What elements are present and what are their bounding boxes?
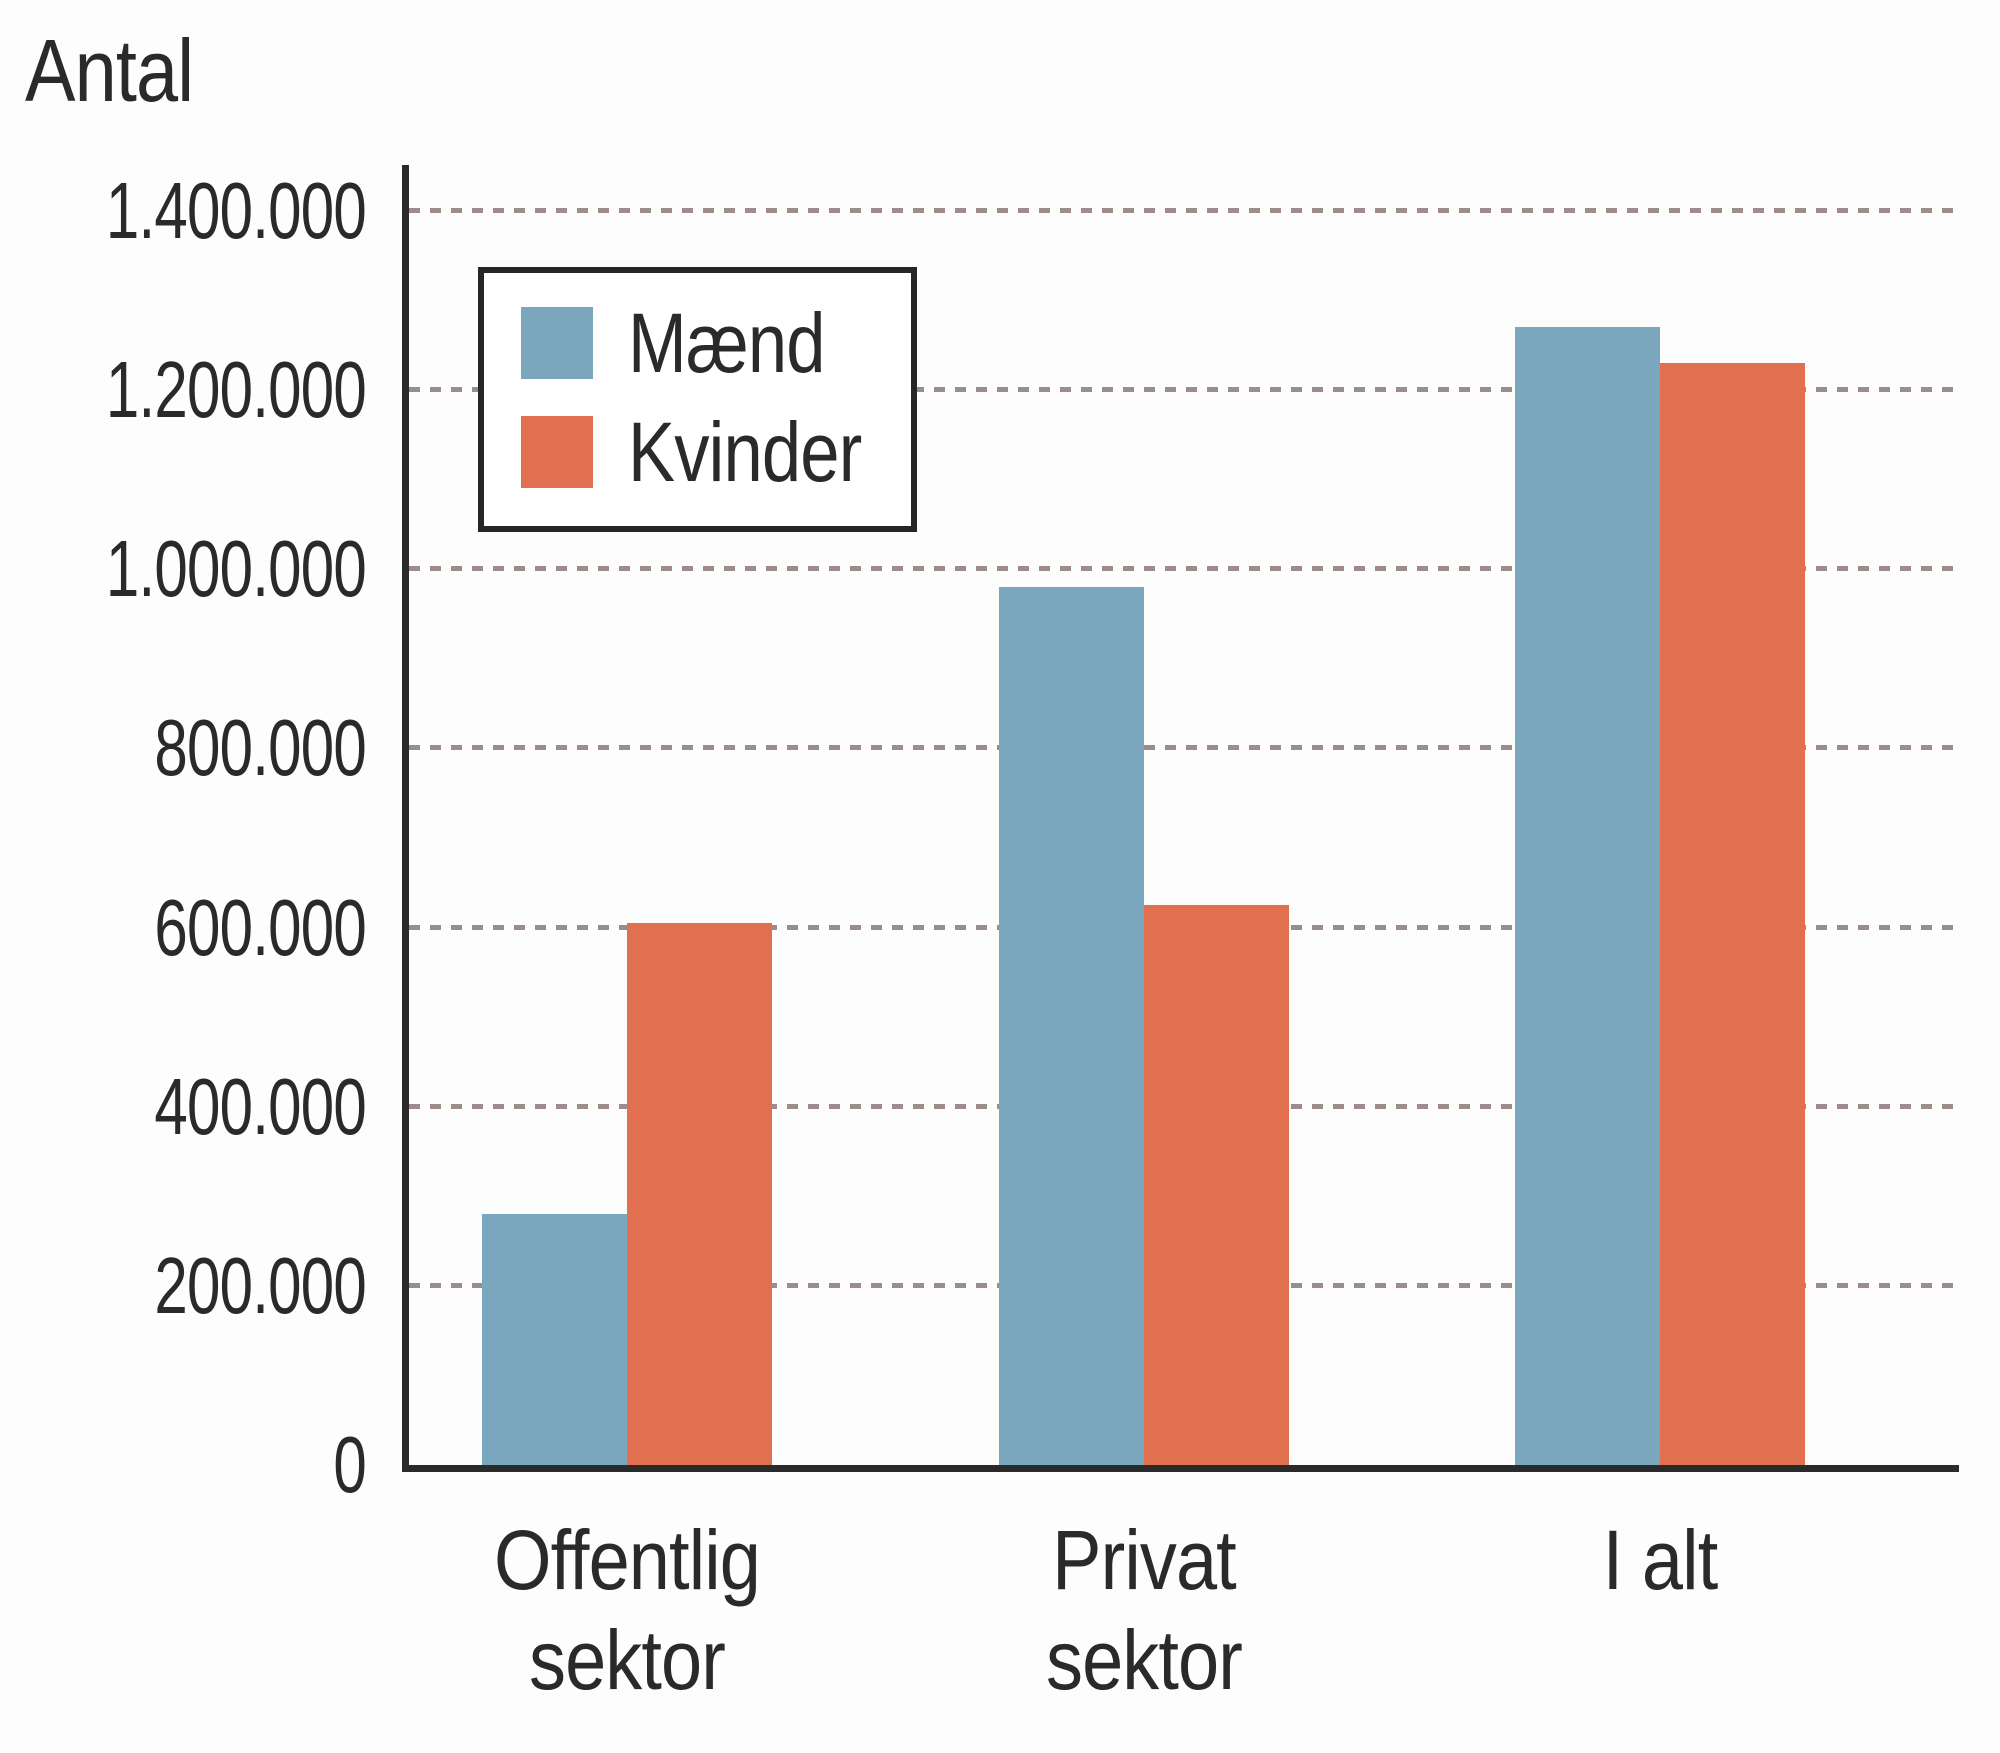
plot-area xyxy=(402,165,1959,1472)
gridline xyxy=(409,208,1955,213)
y-axis-title: Antal xyxy=(25,21,194,120)
y-tick-label: 1.200.000 xyxy=(105,345,367,435)
legend: Mænd Kvinder xyxy=(478,267,917,532)
y-tick-label: 0 xyxy=(333,1420,366,1509)
legend-label-kvinder: Kvinder xyxy=(628,405,862,499)
legend-label-maend: Mænd xyxy=(628,296,825,390)
gridline xyxy=(409,387,1955,393)
bar-kvinder-0 xyxy=(627,923,772,1465)
x-category-label: Privat sektor xyxy=(1045,1513,1243,1707)
y-axis-tick-labels: 0 200.000 400.000 600.000 800.000 1.000.000 1.… xyxy=(0,165,367,1505)
bar-maend-0 xyxy=(482,1214,627,1465)
y-tick-label: 600.000 xyxy=(154,882,366,972)
y-tick-label: 200.000 xyxy=(154,1240,366,1330)
y-tick-label: 400.000 xyxy=(154,1061,366,1151)
kvinder-color-swatch xyxy=(521,416,593,488)
gridline xyxy=(409,745,1955,751)
bar-kvinder-1 xyxy=(1144,905,1289,1465)
legend-item-maend: Mænd xyxy=(521,296,901,390)
bar-maend-2 xyxy=(1515,327,1660,1465)
maend-color-swatch xyxy=(521,307,593,379)
bar-kvinder-2 xyxy=(1660,363,1805,1465)
bar-maend-1 xyxy=(999,587,1144,1465)
y-tick-label: 800.000 xyxy=(154,703,366,793)
y-tick-label: 1.400.000 xyxy=(105,166,367,255)
gridline xyxy=(409,566,1955,572)
x-axis-labels: Offentlig sektor Privat sektor I alt xyxy=(409,1472,1959,1753)
legend-item-kvinder: Kvinder xyxy=(521,405,901,499)
x-category-label: I alt xyxy=(1602,1513,1719,1607)
x-category-label: Offentlig sektor xyxy=(493,1513,761,1707)
y-tick-label: 1.000.000 xyxy=(105,524,367,614)
